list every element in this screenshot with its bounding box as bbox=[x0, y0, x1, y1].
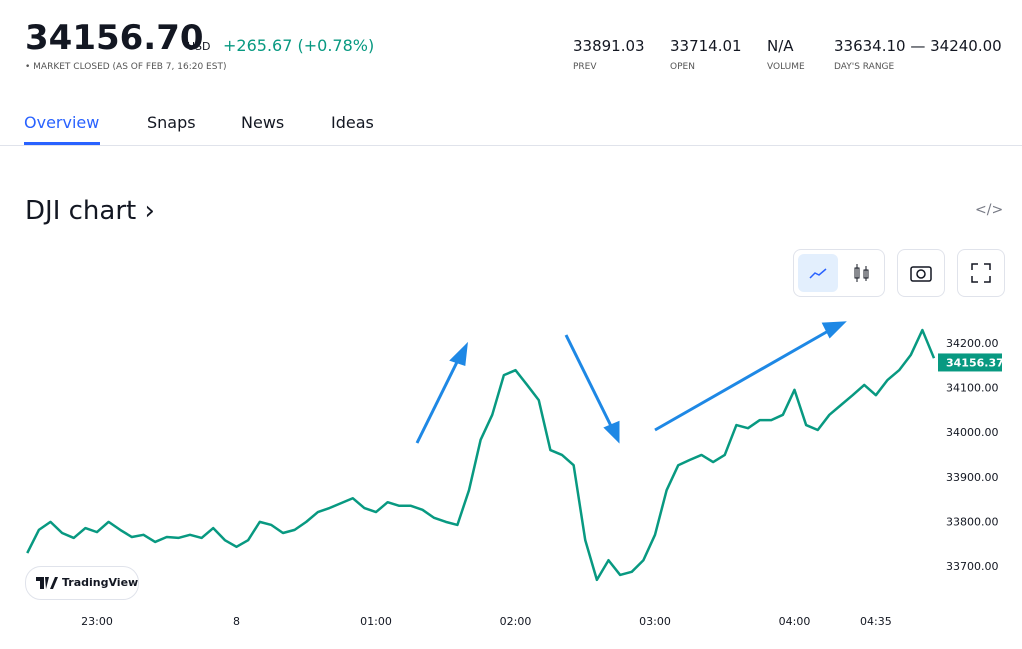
stat-label: DAY'S RANGE bbox=[834, 62, 895, 72]
tab-underline bbox=[24, 142, 100, 145]
logo-text: TradingView bbox=[62, 576, 139, 589]
y-tick-label: 34000.00 bbox=[946, 426, 999, 439]
tab[interactable]: Overview bbox=[24, 113, 100, 132]
tab[interactable]: Snaps bbox=[147, 113, 196, 132]
tab[interactable]: News bbox=[241, 113, 285, 132]
snapshot-button[interactable] bbox=[897, 249, 945, 297]
last-price-tag bbox=[938, 353, 1002, 372]
embed-icon[interactable]: </> bbox=[975, 202, 1004, 218]
tab[interactable]: Ideas bbox=[331, 113, 374, 132]
candle-button[interactable] bbox=[844, 254, 880, 292]
divider bbox=[0, 145, 1022, 146]
x-tick-label: 01:00 bbox=[360, 615, 392, 628]
logo-icon bbox=[36, 577, 58, 589]
y-tick-label: 34200.00 bbox=[946, 337, 999, 350]
last-price-label: 34156.37 bbox=[946, 356, 1004, 369]
change-pct: (+0.78%) bbox=[297, 36, 375, 55]
stat-value: 33634.10 — 34240.00 bbox=[834, 37, 1002, 55]
market-status: • MARKET CLOSED (AS OF FEB 7, 16:20 EST) bbox=[25, 62, 227, 72]
stat-label: VOLUME bbox=[767, 62, 805, 72]
stat-label: PREV bbox=[573, 62, 597, 72]
change: +265.67 (+0.78%) bbox=[223, 36, 374, 55]
x-tick-label: 23:00 bbox=[81, 615, 113, 628]
camera-icon bbox=[910, 266, 932, 282]
x-tick-label: 03:00 bbox=[639, 615, 671, 628]
fullscreen-button[interactable] bbox=[957, 249, 1005, 297]
annotation-arrows bbox=[415, 321, 847, 444]
y-tick-label: 34100.00 bbox=[946, 382, 999, 395]
x-tick-label: 04:00 bbox=[779, 615, 811, 628]
stat-value: 33891.03 bbox=[573, 37, 645, 55]
line-icon bbox=[809, 268, 827, 279]
x-tick-label: 04:35 bbox=[860, 615, 892, 628]
chart-type-group bbox=[793, 249, 885, 297]
change-abs: +265.67 bbox=[223, 36, 293, 55]
x-tick-label: 02:00 bbox=[500, 615, 532, 628]
y-tick-label: 33900.00 bbox=[946, 471, 999, 484]
x-tick-label: 8 bbox=[233, 615, 240, 628]
stat-value: N/A bbox=[767, 37, 794, 55]
currency: USD bbox=[187, 40, 211, 53]
fullscreen-icon bbox=[971, 263, 991, 283]
price-line bbox=[26, 328, 936, 582]
stat-label: OPEN bbox=[670, 62, 695, 72]
y-tick-label: 33800.00 bbox=[946, 515, 999, 528]
price: 34156.70 bbox=[25, 18, 204, 58]
line-button[interactable] bbox=[798, 254, 838, 292]
section-title[interactable]: DJI chart › bbox=[25, 196, 155, 226]
stat-value: 33714.01 bbox=[670, 37, 742, 55]
tradingview-logo[interactable]: TradingView bbox=[25, 566, 139, 600]
y-tick-label: 33700.00 bbox=[946, 560, 999, 573]
